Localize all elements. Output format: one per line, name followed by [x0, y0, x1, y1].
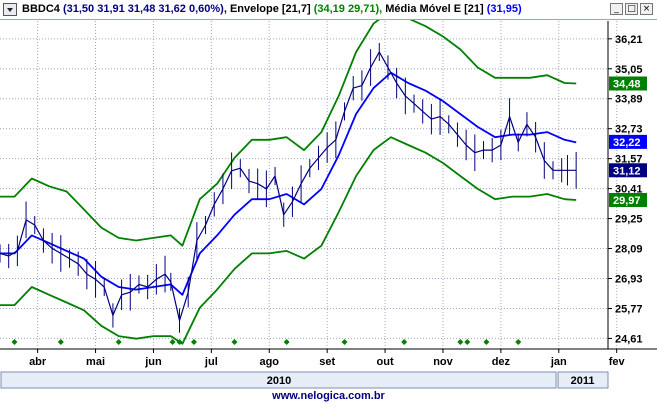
close-button[interactable]: × — [640, 3, 653, 15]
x-tick-label: abr — [29, 356, 47, 368]
y-tick-label: 28,09 — [615, 244, 643, 256]
legend-ma: Média Móvel E [21] — [385, 3, 484, 15]
x-tick-label: fev — [609, 356, 626, 368]
y-tick-label: 31,57 — [615, 154, 643, 166]
event-marker — [283, 339, 290, 345]
y-tick-label: 32,73 — [615, 124, 643, 136]
chart-header: BBDC4 (31,50 31,91 31,48 31,62 0,60%), E… — [0, 0, 657, 20]
legend-ma-values: (31,95) — [486, 3, 522, 15]
y-tick-label: 33,89 — [615, 94, 643, 106]
x-tick-label: set — [319, 356, 335, 368]
y-badge-label: 32,22 — [613, 137, 641, 149]
y-badge-envelope — [609, 192, 647, 207]
x-tick-label: jul — [204, 356, 218, 368]
event-marker — [115, 339, 122, 345]
y-badge-label: 29,97 — [613, 195, 641, 207]
event-marker — [341, 339, 348, 345]
maximize-button[interactable]: □ — [625, 3, 638, 15]
x-tick-label: jun — [144, 356, 162, 368]
event-marker — [169, 339, 176, 345]
y-tick-label: 35,05 — [615, 64, 643, 76]
series-envelope — [0, 136, 577, 345]
y-badge-label: 34,48 — [613, 79, 641, 91]
year-band-2010 — [0, 371, 557, 389]
x-tick-label: ago — [259, 356, 279, 368]
minimize-button[interactable]: _ — [610, 3, 623, 15]
y-tick-label: 36,21 — [615, 34, 643, 46]
event-marker — [57, 339, 64, 345]
year-band-2011 — [557, 371, 609, 389]
event-marker — [190, 339, 197, 345]
y-badge-ma — [609, 134, 647, 149]
event-marker — [176, 339, 183, 345]
series-price — [0, 51, 577, 322]
x-tick-label: out — [377, 356, 394, 368]
event-marker — [457, 339, 464, 345]
event-marker — [11, 339, 18, 345]
y-tick-label: 24,61 — [615, 333, 643, 345]
y-tick-label: 29,25 — [615, 214, 643, 226]
y-badge-envelope — [609, 76, 647, 91]
event-marker — [401, 339, 408, 345]
x-tick-label: dez — [492, 356, 511, 368]
legend-envelope-values: (34,19 29,71), — [313, 3, 383, 15]
series-envelope — [0, 9, 577, 247]
legend-envelope: Envelope [21,7] — [229, 3, 311, 15]
event-marker — [515, 339, 522, 345]
dropdown-menu-icon[interactable] — [3, 3, 17, 16]
legend-quote: (31,50 31,91 31,48 31,62 0,60%), — [62, 3, 227, 15]
legend-ticker: BBDC4 — [22, 3, 60, 15]
x-tick-label: nov — [433, 356, 453, 368]
chart-legend: BBDC4 (31,50 31,91 31,48 31,62 0,60%), E… — [22, 3, 522, 15]
y-badge-price — [609, 163, 647, 178]
footer-url: www.nelogica.com.br — [272, 390, 385, 402]
year-label: 2010 — [267, 375, 291, 387]
y-tick-label: 25,77 — [615, 303, 643, 315]
y-badge-label: 31,12 — [613, 165, 641, 177]
event-marker — [464, 339, 471, 345]
y-tick-label: 26,93 — [615, 273, 643, 285]
event-marker — [231, 339, 238, 345]
event-marker — [483, 339, 490, 345]
y-tick-label: 30,41 — [615, 184, 643, 196]
x-tick-label: jan — [550, 356, 567, 368]
year-label: 2011 — [571, 375, 595, 387]
x-tick-label: mai — [86, 356, 105, 368]
